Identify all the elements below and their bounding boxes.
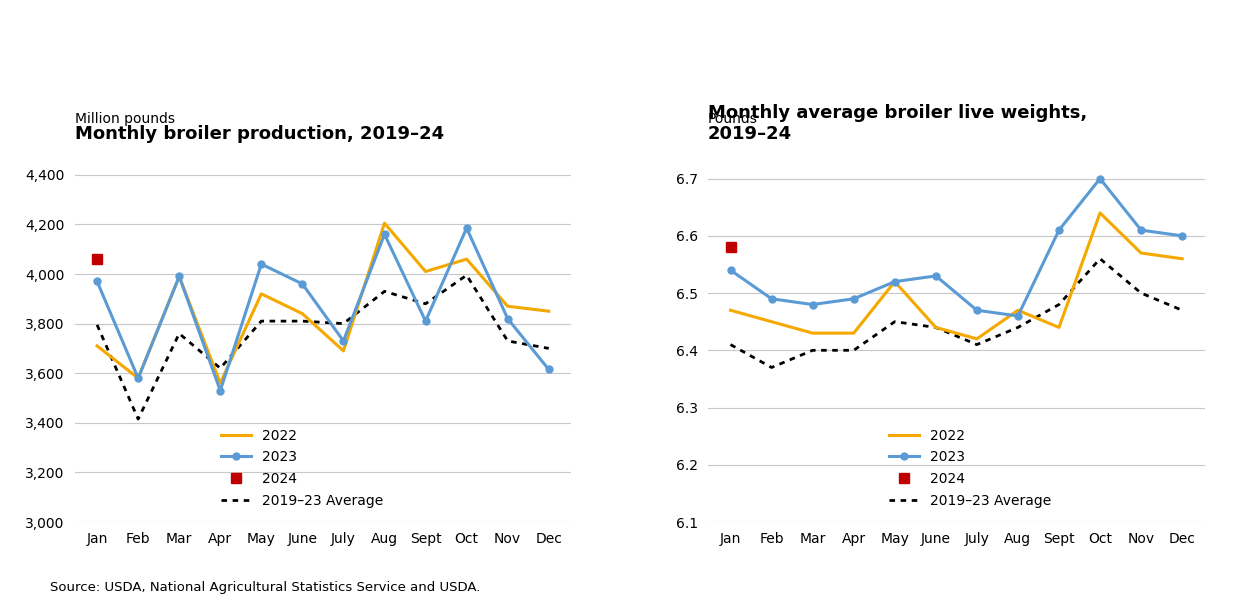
2022 — [1093, 209, 1108, 217]
2019–23 Average — [253, 317, 268, 325]
2019–23 Average — [542, 345, 556, 352]
2019–23 Average — [419, 300, 433, 307]
2023 — [501, 315, 515, 322]
2023 — [130, 374, 145, 382]
2019–23 Average — [1175, 307, 1190, 314]
2022 — [212, 380, 227, 387]
2022 — [294, 310, 309, 317]
2023 — [337, 337, 351, 344]
Line: 2023: 2023 — [93, 224, 553, 394]
Line: 2022: 2022 — [730, 213, 1182, 339]
Line: 2022: 2022 — [97, 223, 549, 383]
2019–23 Average — [846, 347, 861, 354]
2019–23 Average — [1052, 301, 1067, 308]
2023 — [171, 273, 186, 280]
2022 — [1011, 307, 1026, 314]
2023 — [89, 278, 104, 285]
2023 — [542, 366, 556, 373]
2022 — [542, 308, 556, 315]
2019–23 Average — [1093, 255, 1108, 262]
2022 — [253, 290, 268, 298]
2023 — [846, 295, 861, 302]
2023 — [294, 280, 309, 287]
Line: 2019–23 Average: 2019–23 Average — [97, 275, 549, 419]
2023 — [1011, 313, 1026, 320]
2019–23 Average — [212, 365, 227, 372]
2023 — [805, 301, 820, 308]
2019–23 Average — [970, 341, 985, 348]
2022 — [419, 268, 433, 275]
2023 — [723, 266, 738, 274]
2019–23 Average — [378, 288, 392, 295]
2023 — [1175, 232, 1190, 239]
2022 — [1175, 255, 1190, 262]
2019–23 Average — [89, 321, 104, 328]
2023 — [1134, 227, 1149, 234]
2022 — [805, 329, 820, 337]
2022 — [378, 220, 392, 227]
Line: 2019–23 Average: 2019–23 Average — [730, 259, 1182, 367]
Text: Pounds: Pounds — [708, 112, 758, 126]
2022 — [764, 318, 779, 325]
2019–23 Average — [887, 318, 902, 325]
2019–23 Average — [1011, 324, 1026, 331]
2022 — [460, 256, 474, 263]
2019–23 Average — [764, 364, 779, 371]
2019–23 Average — [171, 330, 186, 337]
2022 — [501, 302, 515, 310]
2022 — [130, 374, 145, 382]
2022 — [970, 335, 985, 343]
2019–23 Average — [130, 415, 145, 422]
2019–23 Average — [805, 347, 820, 354]
2023 — [764, 295, 779, 302]
2023 — [378, 231, 392, 238]
2023 — [887, 278, 902, 285]
2023 — [1052, 227, 1067, 234]
Text: Source: USDA, National Agricultural Statistics Service and USDA.: Source: USDA, National Agricultural Stat… — [50, 581, 481, 594]
2019–23 Average — [928, 324, 943, 331]
Line: 2023: 2023 — [727, 175, 1186, 319]
2019–23 Average — [294, 317, 309, 325]
2019–23 Average — [501, 337, 515, 344]
2022 — [928, 324, 943, 331]
2022 — [337, 347, 351, 355]
2022 — [1052, 324, 1067, 331]
2022 — [723, 307, 738, 314]
2023 — [253, 260, 268, 268]
Legend: 2022, 2023, 2024, 2019–23 Average: 2022, 2023, 2024, 2019–23 Average — [889, 428, 1052, 508]
2019–23 Average — [460, 272, 474, 279]
2019–23 Average — [337, 320, 351, 327]
2023 — [212, 387, 227, 394]
2022 — [89, 343, 104, 350]
2019–23 Average — [723, 341, 738, 348]
Text: Monthly average broiler live weights,
2019–24: Monthly average broiler live weights, 20… — [708, 104, 1087, 143]
Text: Monthly broiler production, 2019–24: Monthly broiler production, 2019–24 — [75, 125, 443, 143]
2023 — [1093, 175, 1108, 182]
2022 — [171, 273, 186, 280]
2019–23 Average — [1134, 289, 1149, 296]
2022 — [1134, 250, 1149, 257]
2023 — [970, 307, 985, 314]
Legend: 2022, 2023, 2024, 2019–23 Average: 2022, 2023, 2024, 2019–23 Average — [221, 428, 384, 508]
2023 — [928, 272, 943, 280]
Text: Million pounds: Million pounds — [75, 112, 175, 126]
2022 — [846, 329, 861, 337]
2023 — [460, 224, 474, 232]
2023 — [419, 317, 433, 325]
2022 — [887, 278, 902, 285]
